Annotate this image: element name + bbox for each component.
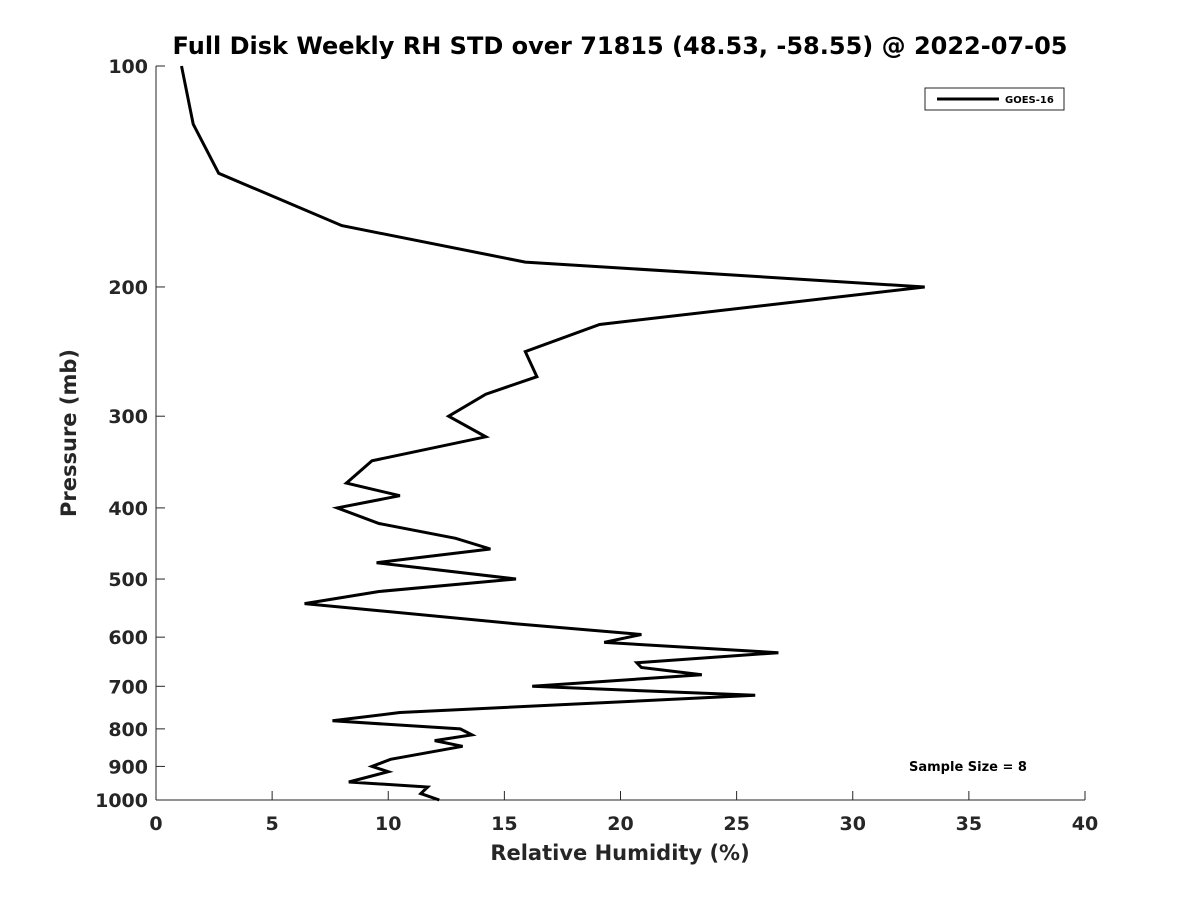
x-tick-label-25: 25 — [723, 813, 749, 835]
y-tick-label-400: 400 — [108, 498, 148, 520]
legend-label-goes16: GOES-16 — [1005, 95, 1054, 106]
y-tick-label-600: 600 — [108, 627, 148, 649]
y-tick-label-900: 900 — [108, 756, 148, 778]
x-axis-label: Relative Humidity (%) — [490, 841, 749, 865]
y-axis-label: Pressure (mb) — [57, 349, 81, 517]
x-tick-label-40: 40 — [1072, 813, 1098, 835]
y-tick-label-200: 200 — [108, 277, 148, 299]
x-axis: 0 5 10 15 20 25 30 35 40 — [149, 791, 1098, 835]
x-tick-label-5: 5 — [266, 813, 279, 835]
y-tick-label-800: 800 — [108, 719, 148, 741]
sample-size-annotation: Sample Size = 8 — [909, 760, 1027, 775]
chart-title: Full Disk Weekly RH STD over 71815 (48.5… — [173, 32, 1068, 60]
series-line-goes-16 — [180, 65, 925, 802]
x-tick-label-35: 35 — [956, 813, 982, 835]
x-tick-label-20: 20 — [607, 813, 633, 835]
legend: GOES-16 — [924, 87, 1065, 111]
series-layer — [180, 65, 925, 802]
y-tick-label-500: 500 — [108, 569, 148, 591]
y-tick-label-100: 100 — [108, 56, 148, 78]
y-axis: 100 200 300 400 500 600 700 800 900 1000 — [95, 56, 165, 812]
x-tick-label-10: 10 — [375, 813, 401, 835]
x-tick-label-15: 15 — [491, 813, 517, 835]
y-tick-label-1000: 1000 — [95, 790, 148, 812]
y-tick-label-300: 300 — [108, 406, 148, 428]
y-tick-label-700: 700 — [108, 676, 148, 698]
x-tick-label-0: 0 — [149, 813, 162, 835]
x-tick-label-30: 30 — [840, 813, 866, 835]
